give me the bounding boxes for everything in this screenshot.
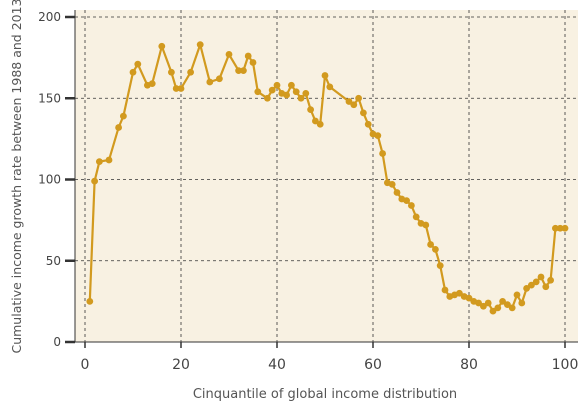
data-point bbox=[216, 75, 223, 83]
data-point bbox=[292, 88, 300, 96]
data-point bbox=[350, 101, 358, 109]
data-point bbox=[273, 81, 281, 89]
data-point bbox=[91, 177, 98, 185]
data-point bbox=[475, 299, 482, 307]
data-point bbox=[283, 91, 290, 99]
data-point bbox=[240, 67, 247, 75]
data-point bbox=[537, 273, 545, 281]
data-point bbox=[494, 304, 502, 312]
data-point bbox=[523, 284, 530, 292]
data-point bbox=[225, 50, 233, 58]
data-point bbox=[312, 117, 319, 125]
y-tick-label: 100 bbox=[38, 173, 61, 187]
data-point bbox=[264, 94, 271, 102]
data-point bbox=[379, 150, 386, 157]
data-point bbox=[532, 278, 540, 286]
data-point bbox=[484, 299, 492, 307]
data-point bbox=[561, 224, 569, 232]
data-point bbox=[489, 307, 497, 315]
data-point bbox=[115, 124, 122, 131]
data-point bbox=[86, 297, 94, 305]
data-point bbox=[360, 109, 367, 117]
y-tick-label: 50 bbox=[46, 254, 61, 268]
x-tick-label: 60 bbox=[364, 357, 382, 373]
data-point bbox=[499, 297, 506, 305]
plot-area-background bbox=[75, 10, 578, 342]
data-point bbox=[196, 41, 204, 49]
data-point bbox=[552, 224, 559, 232]
data-point bbox=[403, 197, 410, 205]
data-point bbox=[129, 68, 137, 76]
data-point bbox=[268, 86, 276, 94]
x-tick-label: 0 bbox=[81, 357, 90, 373]
data-point bbox=[316, 120, 324, 128]
data-point bbox=[187, 68, 195, 76]
x-axis-title: Cinquantile of global income distributio… bbox=[193, 387, 457, 402]
data-point bbox=[388, 180, 396, 188]
data-point bbox=[556, 224, 564, 232]
data-point bbox=[364, 120, 372, 128]
data-point bbox=[436, 262, 444, 270]
data-point bbox=[508, 304, 516, 312]
x-tick-label: 100 bbox=[552, 357, 579, 373]
data-point bbox=[408, 202, 415, 209]
data-point bbox=[422, 221, 430, 229]
data-point bbox=[148, 80, 156, 88]
data-point bbox=[374, 132, 382, 140]
data-point bbox=[307, 106, 314, 114]
data-point bbox=[432, 245, 439, 253]
data-point bbox=[105, 156, 113, 164]
data-series bbox=[86, 41, 569, 315]
data-point bbox=[465, 294, 473, 302]
data-point bbox=[120, 112, 127, 120]
y-tick-label: 0 bbox=[53, 335, 61, 349]
data-point bbox=[158, 42, 166, 50]
data-point bbox=[302, 89, 310, 97]
data-point bbox=[480, 302, 487, 310]
data-point bbox=[528, 281, 535, 289]
data-point bbox=[542, 283, 550, 291]
y-tick-label: 150 bbox=[38, 91, 61, 105]
data-point bbox=[345, 98, 353, 105]
data-point bbox=[244, 52, 252, 60]
data-point bbox=[326, 83, 334, 91]
data-point bbox=[355, 94, 362, 102]
data-point bbox=[412, 213, 420, 221]
data-point bbox=[513, 291, 521, 299]
data-point bbox=[504, 301, 511, 309]
tick-labels: 0 50 100 150 200 0 20 40 60 80 100 bbox=[38, 10, 578, 373]
x-tick-label: 40 bbox=[268, 357, 286, 373]
data-point bbox=[172, 85, 180, 92]
data-point bbox=[168, 68, 175, 76]
data-point bbox=[321, 72, 329, 79]
data-point bbox=[254, 88, 262, 96]
data-point bbox=[288, 81, 295, 89]
x-tick-label: 80 bbox=[460, 357, 478, 373]
data-point bbox=[297, 94, 305, 102]
axes bbox=[65, 10, 578, 348]
data-point bbox=[96, 158, 103, 166]
x-tick-label: 20 bbox=[172, 357, 190, 373]
data-point bbox=[206, 78, 214, 86]
data-point bbox=[177, 85, 185, 92]
data-point bbox=[518, 299, 526, 307]
data-point bbox=[134, 60, 142, 68]
data-point bbox=[547, 276, 554, 284]
y-tick-label: 200 bbox=[38, 10, 61, 24]
data-point bbox=[249, 59, 257, 66]
data-point bbox=[393, 189, 401, 196]
data-point bbox=[427, 241, 434, 248]
y-axis-title: Cumulative income growth rate between 19… bbox=[9, 0, 24, 354]
data-point bbox=[235, 67, 243, 75]
data-point bbox=[456, 289, 463, 297]
data-point bbox=[441, 286, 449, 294]
gridlines bbox=[75, 10, 578, 342]
